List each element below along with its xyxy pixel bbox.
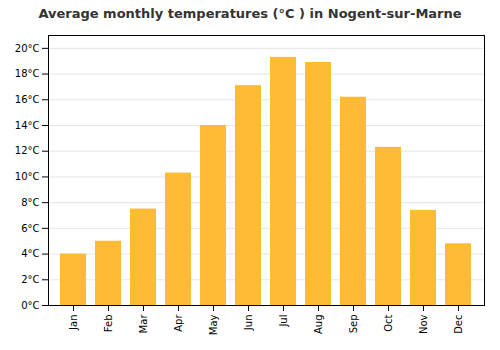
svg-text:Dec: Dec [453,315,464,334]
svg-text:2°C: 2°C [21,274,39,285]
svg-text:12°C: 12°C [15,145,40,156]
svg-text:18°C: 18°C [15,68,40,79]
html-text:Average monthly temperatures (: Average monthly temperatures (°C ) in No… [38,6,462,21]
svg-text:Sep: Sep [348,315,359,334]
svg-text:20°C: 20°C [15,43,40,54]
svg-text:16°C: 16°C [15,94,40,105]
svg-text:4°C: 4°C [21,248,39,259]
svg-text:6°C: 6°C [21,223,39,234]
svg-text:14°C: 14°C [15,120,40,131]
svg-text:Oct: Oct [383,314,394,331]
svg-text:May: May [208,314,219,335]
svg-text:Nov: Nov [418,314,429,334]
svg-text:Jun: Jun [243,315,254,332]
svg-text:Jan: Jan [68,315,79,331]
svg-text:Jul: Jul [278,315,289,328]
svg-text:8°C: 8°C [21,197,39,208]
svg-text:Aug: Aug [313,315,324,335]
svg-text:10°C: 10°C [15,171,40,182]
svg-text:Apr: Apr [173,314,184,332]
svg-text:Mar: Mar [138,314,149,334]
svg-text:0°C: 0°C [21,300,39,311]
svg-text:Feb: Feb [103,315,114,333]
